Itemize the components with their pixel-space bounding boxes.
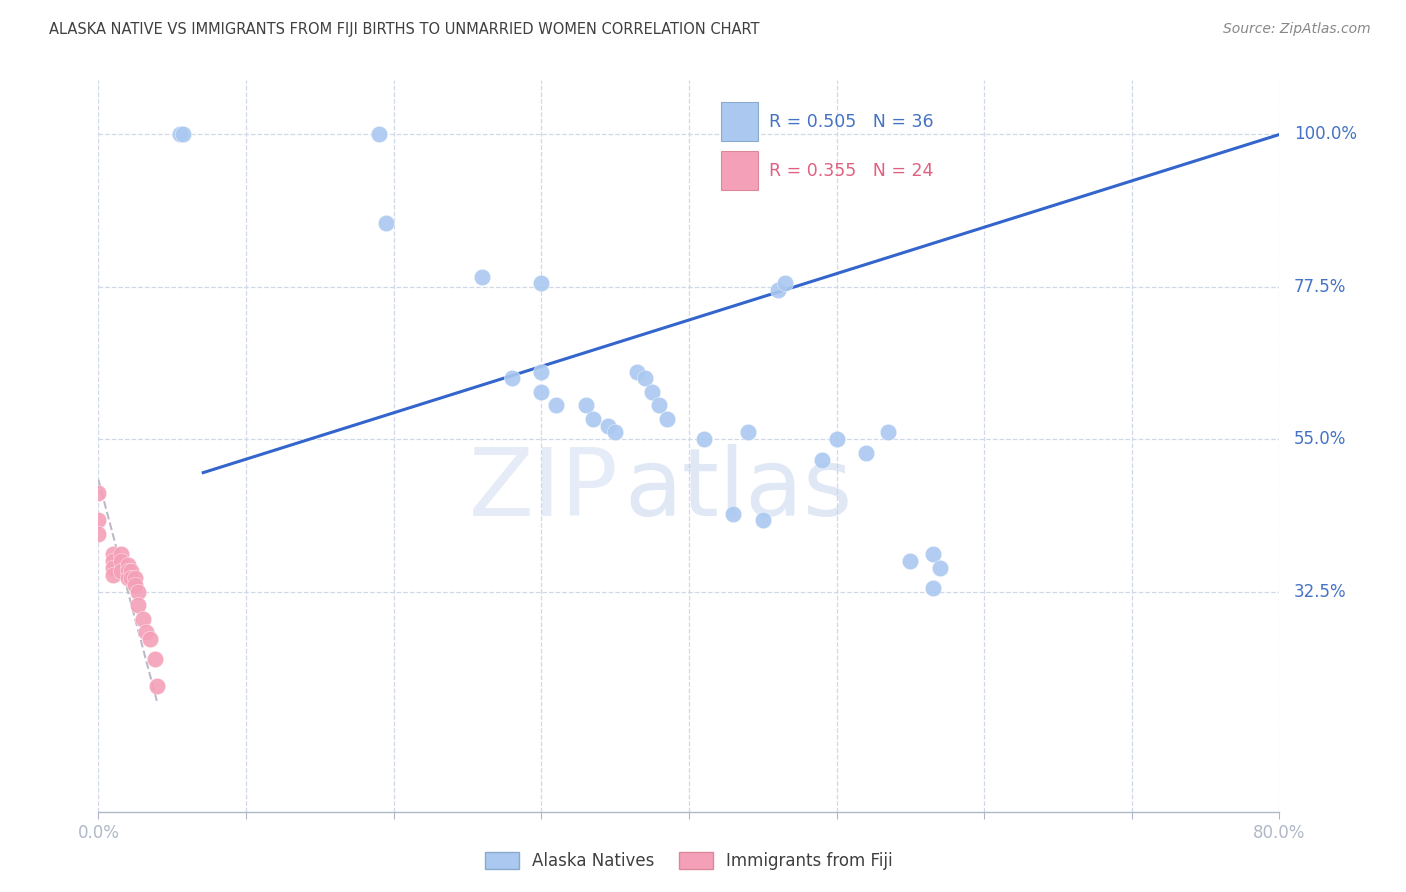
- Point: [530, 277, 553, 291]
- Point: [103, 554, 125, 568]
- Point: [766, 283, 789, 297]
- Point: [110, 564, 132, 578]
- Point: [169, 128, 191, 142]
- Point: [693, 432, 716, 446]
- Text: ALASKA NATIVE VS IMMIGRANTS FROM FIJI BIRTHS TO UNMARRIED WOMEN CORRELATION CHAR: ALASKA NATIVE VS IMMIGRANTS FROM FIJI BI…: [49, 22, 759, 37]
- Point: [928, 561, 950, 575]
- Point: [87, 527, 110, 541]
- Point: [921, 547, 943, 561]
- Point: [810, 452, 832, 467]
- Point: [626, 364, 648, 378]
- Text: 77.5%: 77.5%: [1294, 277, 1346, 296]
- Text: 100.0%: 100.0%: [1294, 126, 1357, 144]
- Point: [172, 128, 194, 142]
- Text: 55.0%: 55.0%: [1294, 430, 1346, 448]
- Point: [87, 486, 110, 500]
- Point: [135, 625, 157, 640]
- FancyBboxPatch shape: [721, 102, 758, 141]
- Point: [110, 554, 132, 568]
- Point: [648, 398, 671, 412]
- Point: [146, 680, 169, 694]
- Text: atlas: atlas: [624, 444, 852, 536]
- Point: [773, 277, 796, 291]
- Point: [501, 371, 523, 385]
- Point: [87, 514, 110, 528]
- Text: R = 0.505   N = 36: R = 0.505 N = 36: [769, 112, 934, 130]
- Point: [117, 571, 139, 585]
- Point: [139, 632, 162, 646]
- Point: [103, 567, 125, 582]
- Point: [751, 514, 773, 528]
- Point: [124, 571, 146, 585]
- Point: [737, 425, 759, 440]
- Point: [877, 425, 900, 440]
- Text: Source: ZipAtlas.com: Source: ZipAtlas.com: [1223, 22, 1371, 37]
- Point: [900, 554, 922, 568]
- Point: [721, 507, 744, 521]
- Point: [132, 612, 155, 626]
- FancyBboxPatch shape: [721, 152, 758, 190]
- Point: [103, 561, 125, 575]
- Point: [855, 446, 877, 460]
- Point: [368, 128, 391, 142]
- Text: R = 0.355   N = 24: R = 0.355 N = 24: [769, 161, 934, 179]
- Point: [117, 564, 139, 578]
- Point: [544, 398, 567, 412]
- Point: [127, 598, 149, 612]
- Point: [921, 581, 943, 595]
- Legend: Alaska Natives, Immigrants from Fiji: Alaska Natives, Immigrants from Fiji: [478, 845, 900, 877]
- Point: [127, 584, 149, 599]
- Point: [375, 215, 398, 229]
- Point: [103, 547, 125, 561]
- Point: [582, 412, 605, 426]
- Point: [530, 364, 553, 378]
- Text: ZIP: ZIP: [468, 444, 619, 536]
- Text: 32.5%: 32.5%: [1294, 582, 1347, 600]
- Point: [120, 564, 142, 578]
- Point: [655, 412, 678, 426]
- Point: [530, 384, 553, 399]
- Point: [471, 269, 494, 284]
- Point: [641, 384, 664, 399]
- Point: [574, 398, 596, 412]
- Point: [825, 432, 848, 446]
- Point: [633, 371, 655, 385]
- Point: [596, 418, 619, 433]
- Point: [605, 425, 627, 440]
- Point: [110, 547, 132, 561]
- Point: [120, 571, 142, 585]
- Point: [143, 652, 166, 666]
- Point: [117, 558, 139, 572]
- Point: [124, 578, 146, 592]
